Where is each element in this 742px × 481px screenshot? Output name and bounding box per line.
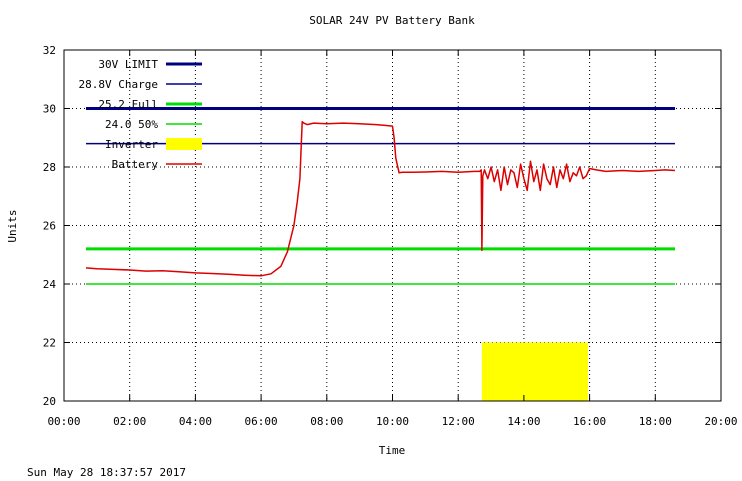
- legend-label: 25.2 Full: [98, 98, 158, 111]
- x-tick-label: 18:00: [639, 415, 672, 428]
- x-tick-label: 04:00: [179, 415, 212, 428]
- x-tick-label: 20:00: [704, 415, 737, 428]
- y-axis-label: Units: [6, 209, 19, 242]
- timestamp-footer: Sun May 28 18:37:57 2017: [27, 466, 186, 479]
- y-tick-label: 26: [43, 220, 56, 233]
- legend-label: Battery: [112, 158, 159, 171]
- legend-label: 24.0 50%: [105, 118, 158, 131]
- x-axis-label: Time: [379, 444, 406, 457]
- x-tick-label: 08:00: [310, 415, 343, 428]
- x-ticks: 00:00 02:00 04:00 06:00 08:00 10:00 12:00 14:00…: [47, 50, 738, 428]
- legend-label: 28.8V Charge: [79, 78, 158, 91]
- x-tick-label: 06:00: [245, 415, 278, 428]
- reference-lines: [86, 107, 676, 285]
- y-tick-label: 24: [43, 278, 57, 291]
- x-tick-label: 12:00: [442, 415, 475, 428]
- y-tick-label: 22: [43, 337, 56, 350]
- y-ticks: 20 22 24 26 28 30 32: [43, 44, 721, 408]
- x-tick-label: 14:00: [507, 415, 540, 428]
- y-tick-label: 28: [43, 161, 56, 174]
- x-tick-label: 16:00: [573, 415, 606, 428]
- x-tick-label: 00:00: [47, 415, 80, 428]
- legend-label: 30V LIMIT: [98, 58, 158, 71]
- legend-swatch: [166, 138, 202, 150]
- inverter-block: [481, 342, 588, 401]
- grid: [64, 50, 721, 401]
- legend: 30V LIMIT 28.8V Charge 25.2 Full 24.0 50% In…: [79, 58, 202, 171]
- chart-title: SOLAR 24V PV Battery Bank: [309, 14, 475, 27]
- y-tick-label: 30: [43, 103, 56, 116]
- legend-label: Inverter: [105, 138, 158, 151]
- battery-series: [85, 120, 676, 277]
- x-tick-label: 10:00: [376, 415, 409, 428]
- battery-line: [85, 120, 676, 277]
- y-tick-label: 32: [43, 44, 56, 57]
- x-tick-label: 02:00: [113, 415, 146, 428]
- inverter-area: [481, 342, 588, 401]
- y-tick-label: 20: [43, 395, 56, 408]
